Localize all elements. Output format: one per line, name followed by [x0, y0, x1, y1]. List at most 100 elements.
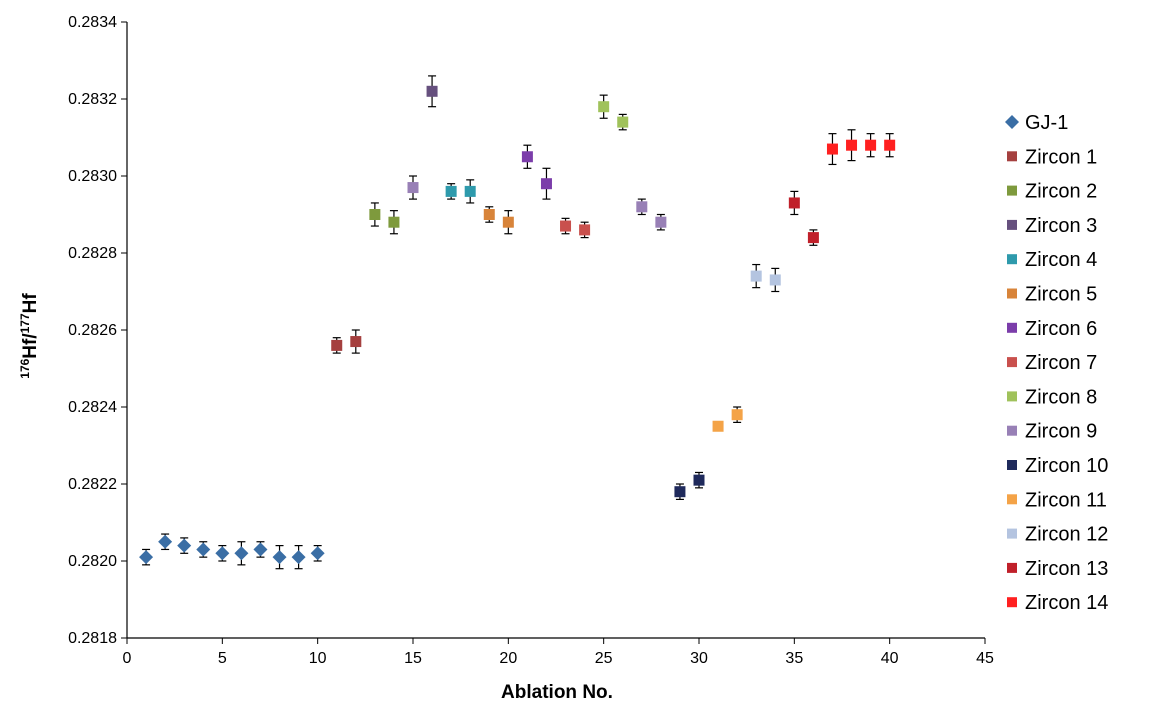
data-point — [884, 139, 896, 151]
legend-label: Zircon 4 — [1025, 249, 1097, 271]
legend-label: Zircon 2 — [1025, 181, 1097, 203]
legend-item: Zircon 7 — [1007, 352, 1097, 374]
x-tick-label: 5 — [218, 650, 227, 667]
legend-item: Zircon 4 — [1007, 249, 1097, 271]
data-point — [846, 139, 858, 151]
legend-marker — [1007, 151, 1017, 162]
y-axis-title: 176Hf/177Hf — [18, 293, 41, 379]
series-zircon-7 — [560, 217, 591, 239]
data-point — [426, 85, 438, 97]
data-point — [655, 216, 667, 228]
legend-marker — [1005, 115, 1019, 129]
legend-marker — [1007, 185, 1017, 196]
data-point — [407, 182, 419, 194]
data-point — [560, 220, 572, 232]
legend-item: Zircon 3 — [1007, 215, 1097, 237]
data-point — [693, 474, 705, 486]
series-zircon-13 — [788, 190, 819, 246]
data-point — [253, 542, 268, 557]
data-point — [731, 409, 743, 421]
axes — [126, 22, 985, 639]
data-point — [272, 550, 287, 565]
legend-marker — [1007, 528, 1017, 539]
data-point — [750, 270, 762, 282]
legend: GJ-1 Zircon 1 Zircon 2 Zircon 3 Zircon 4 Zirc… — [1005, 112, 1108, 614]
legend-item: Zircon 9 — [1007, 421, 1097, 443]
legend-label: Zircon 9 — [1025, 421, 1097, 443]
legend-marker — [1007, 562, 1017, 573]
data-point — [865, 139, 877, 151]
y-tick-label: 0.2832 — [68, 91, 117, 108]
plot-area — [139, 75, 896, 570]
legend-marker — [1007, 288, 1017, 299]
legend-item: Zircon 11 — [1007, 489, 1107, 511]
y-tick-label: 0.2822 — [68, 476, 117, 493]
series-zircon-2 — [369, 202, 400, 235]
series-zircon-3 — [426, 75, 438, 108]
legend-item: Zircon 8 — [1007, 386, 1097, 408]
data-point — [291, 550, 306, 565]
legend-label: Zircon 3 — [1025, 215, 1097, 237]
legend-label: Zircon 1 — [1025, 146, 1097, 168]
legend-label: Zircon 5 — [1025, 284, 1097, 306]
series-zircon-14 — [826, 129, 896, 166]
series-zircon-8 — [598, 94, 629, 131]
legend-marker — [1007, 494, 1017, 505]
x-tick-label: 10 — [309, 650, 327, 667]
legend-label: Zircon 10 — [1025, 455, 1108, 477]
series-zircon-1 — [331, 329, 362, 354]
legend-item: Zircon 5 — [1007, 284, 1097, 306]
x-tick-label: 0 — [123, 650, 132, 667]
data-point — [521, 151, 533, 163]
series-gj-1 — [139, 533, 325, 570]
legend-label: Zircon 7 — [1025, 352, 1097, 374]
legend-label: Zircon 11 — [1025, 489, 1107, 511]
y-axis-title-part2: Hf — [20, 293, 41, 314]
x-tick-label: 30 — [690, 650, 708, 667]
legend-item: Zircon 14 — [1007, 592, 1108, 614]
legend-item: Zircon 10 — [1007, 455, 1108, 477]
data-point — [674, 486, 686, 498]
legend-marker — [1007, 425, 1017, 436]
x-tick-label: 15 — [404, 650, 422, 667]
x-tick-label: 20 — [499, 650, 517, 667]
y-tick-label: 0.2820 — [68, 553, 117, 570]
legend-item: Zircon 2 — [1007, 181, 1097, 203]
y-tick-label: 0.2818 — [68, 630, 117, 647]
data-point — [350, 336, 362, 348]
data-point — [598, 101, 610, 113]
data-point — [388, 216, 400, 228]
y-tick-label: 0.2826 — [68, 322, 117, 339]
data-point — [310, 546, 325, 561]
series-zircon-12 — [750, 263, 781, 293]
legend-label: Zircon 13 — [1025, 558, 1108, 580]
series-zircon-10 — [674, 471, 705, 500]
data-point — [369, 209, 381, 220]
x-tick-label: 25 — [595, 650, 613, 667]
data-point — [502, 216, 514, 228]
legend-marker — [1007, 357, 1017, 368]
series-zircon-5 — [483, 206, 514, 235]
legend-item: Zircon 1 — [1007, 146, 1097, 168]
legend-item: Zircon 13 — [1007, 558, 1108, 580]
x-tick-label: 40 — [881, 650, 899, 667]
series-zircon-11 — [712, 406, 743, 432]
legend-label: GJ-1 — [1025, 112, 1068, 134]
y-tick-label: 0.2824 — [68, 399, 117, 416]
legend-item: Zircon 6 — [1007, 318, 1097, 340]
data-point — [540, 178, 552, 190]
legend-label: Zircon 6 — [1025, 318, 1097, 340]
legend-label: Zircon 12 — [1025, 524, 1108, 546]
data-point — [712, 420, 724, 432]
data-point — [158, 534, 173, 549]
data-point — [769, 274, 781, 286]
y-tick-label: 0.2828 — [68, 245, 117, 262]
y-axis-title-sup2: 177 — [18, 313, 32, 333]
legend-marker — [1007, 254, 1017, 265]
data-point — [807, 232, 819, 244]
x-axis-title: Ablation No. — [501, 682, 613, 703]
y-tick-label: 0.2830 — [68, 168, 117, 185]
data-point — [788, 197, 800, 209]
data-point — [177, 538, 192, 553]
